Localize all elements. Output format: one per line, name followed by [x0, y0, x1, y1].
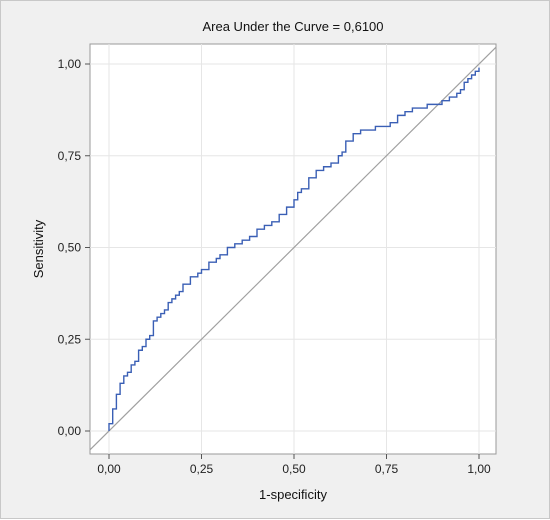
x-tick-label-4: 1,00 — [467, 462, 491, 476]
x-tick-label-0: 0,00 — [97, 462, 121, 476]
y-tick-label-1: 0,25 — [58, 332, 82, 346]
reference-diagonal-line — [89, 46, 497, 451]
x-tick-label-3: 0,75 — [375, 462, 399, 476]
x-axis-ticks: 0,00 0,25 0,50 0,75 1,00 — [97, 454, 491, 476]
y-tick-label-2: 0,50 — [58, 241, 82, 255]
x-tick-label-2: 0,50 — [282, 462, 306, 476]
y-tick-label-4: 1,00 — [58, 57, 82, 71]
y-axis-label: Sensitivity — [31, 219, 46, 278]
chart-title: Area Under the Curve = 0,6100 — [202, 19, 383, 34]
reference-line-group — [89, 46, 497, 451]
y-axis-ticks: 0,00 0,25 0,50 0,75 1,00 — [58, 57, 90, 438]
y-tick-label-3: 0,75 — [58, 149, 82, 163]
x-axis-label: 1-specificity — [259, 487, 327, 502]
y-tick-label-0: 0,00 — [58, 424, 82, 438]
grid-lines — [90, 44, 496, 454]
roc-curve-line-0 — [108, 67, 480, 431]
series-group — [108, 67, 480, 431]
x-tick-label-1: 0,25 — [190, 462, 214, 476]
